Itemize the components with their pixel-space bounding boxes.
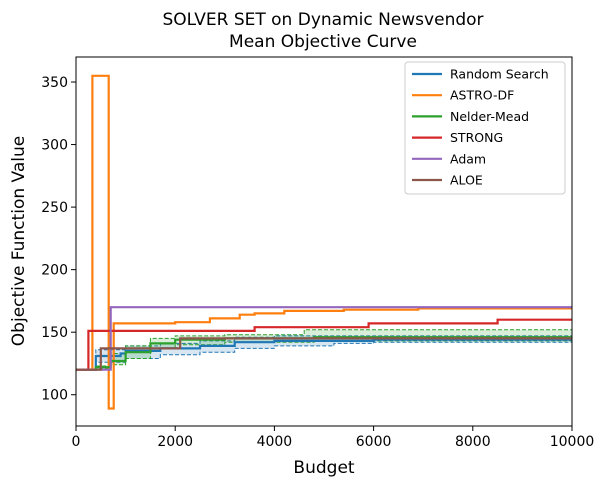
- y-tick-label: 350: [41, 75, 68, 91]
- x-tick-label: 10000: [550, 434, 595, 450]
- x-tick-label: 0: [72, 434, 81, 450]
- x-tick-label: 4000: [257, 434, 293, 450]
- series-line-strong: [76, 318, 572, 371]
- y-tick-label: 150: [41, 325, 68, 341]
- ci-band-random-search: [76, 335, 572, 370]
- y-tick-label: 200: [41, 263, 68, 279]
- y-tick-label: 100: [41, 388, 68, 404]
- plot-frame: [75, 56, 573, 427]
- x-tick-label: 8000: [455, 434, 491, 450]
- axes: 0 2000 4000 6000 8000 10000 100 150 200 250 300 350: [41, 75, 594, 450]
- legend-label-nelder-mead: Nelder-Mead: [450, 109, 529, 124]
- chart-title-line-2: Mean Objective Curve: [229, 32, 417, 52]
- y-tick-label: 300: [41, 138, 68, 154]
- legend-label-random-search: Random Search: [450, 67, 549, 82]
- legend-label-astro-df: ASTRO-DF: [450, 88, 514, 103]
- y-tick-label: 250: [41, 200, 68, 216]
- y-axis-label: Objective Function Value: [9, 136, 29, 346]
- legend: Random Search ASTRO-DF Nelder-Mead STRONG Ad…: [404, 61, 566, 195]
- series-line-astro-df: [76, 74, 572, 410]
- series-line-aloe: [76, 337, 572, 371]
- legend-box: [404, 61, 566, 195]
- plot-area: [76, 74, 572, 410]
- chart-title-line-1: SOLVER SET on Dynamic Newsvendor: [162, 10, 483, 30]
- legend-label-adam: Adam: [450, 151, 486, 166]
- x-axis-label: Budget: [293, 458, 354, 478]
- x-tick-label: 6000: [356, 434, 392, 450]
- ci-upper-random-search: [76, 335, 572, 371]
- legend-label-aloe: ALOE: [450, 173, 483, 188]
- x-tick-label: 2000: [157, 434, 193, 450]
- legend-label-strong: STRONG: [450, 130, 503, 145]
